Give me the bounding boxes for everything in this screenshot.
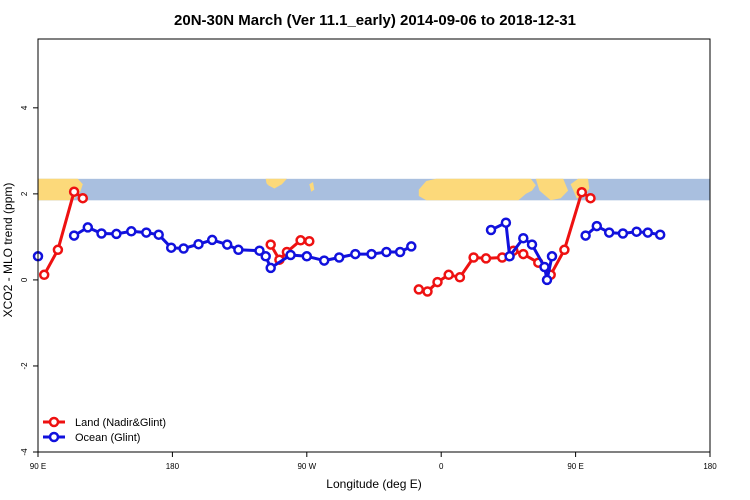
series-ocean-point-1-13	[254, 245, 265, 256]
y-tick-label-1: -2	[20, 362, 29, 370]
series-ocean-point-1-4	[126, 226, 137, 237]
x-axis-label: Longitude (deg E)	[326, 477, 421, 491]
series-ocean-point-1-14	[260, 251, 271, 262]
series-land-line-0	[42, 190, 84, 276]
legend-label-ocean: Ocean (Glint)	[75, 432, 140, 444]
series-ocean-point-1-7	[165, 242, 177, 253]
series-land	[38, 186, 596, 297]
series-ocean-point-2-5	[539, 261, 550, 273]
land-florida	[309, 182, 315, 192]
series-land-point-2-4	[454, 272, 466, 283]
series-ocean-point-1-2	[96, 228, 107, 239]
series-land-point-1-0	[265, 239, 276, 250]
series-ocean-point-2-4	[526, 239, 538, 250]
x-tick-label-4: 90 E	[567, 462, 583, 471]
series-land-point-2-13	[576, 186, 588, 198]
y-tick-label-2: 0	[20, 277, 29, 282]
legend: Land (Nadir&Glint) Ocean (Glint)	[43, 416, 166, 444]
legend-item-land: Land (Nadir&Glint)	[43, 416, 166, 429]
series-ocean-point-1-21	[366, 248, 377, 260]
series-land-point-2-2	[432, 276, 443, 288]
series-ocean-point-1-15	[265, 262, 276, 274]
series-ocean-point-1-17	[301, 251, 313, 262]
plot-frame	[37, 38, 711, 453]
series-land-point-1-3	[295, 235, 306, 246]
land-africa	[418, 178, 536, 201]
x-tick-label-3: 0	[439, 462, 444, 471]
series-land-point-2-9	[518, 248, 529, 260]
series-ocean-point-2-3	[518, 232, 529, 244]
series-ocean-point-1-6	[153, 229, 164, 240]
series-land-point-0-3	[77, 192, 89, 204]
y-tick-label-3: 2	[20, 191, 29, 196]
map-band-ocean	[38, 178, 710, 201]
y-axis-label: XCO2 - MLO trend (ppm)	[1, 183, 15, 318]
series-land-point-0-0	[38, 269, 50, 281]
series-ocean-point-3-0	[580, 230, 591, 241]
series-ocean-point-1-0	[68, 230, 80, 241]
series-ocean	[32, 217, 666, 286]
series-ocean-point-1-9	[193, 238, 204, 250]
series-ocean-point-1-23	[394, 246, 406, 258]
series-ocean-point-2-0	[485, 224, 497, 236]
series-ocean-point-3-4	[631, 226, 642, 237]
series-ocean-point-2-2	[504, 251, 515, 262]
x-tick-label-1: 180	[166, 462, 180, 471]
series-land-point-2-6	[480, 253, 492, 264]
series-ocean-point-1-8	[178, 243, 189, 254]
series-ocean-point-3-6	[654, 229, 666, 240]
y-tick-label-0: -4	[20, 448, 29, 456]
land-baja	[265, 178, 270, 186]
series-ocean-point-3-2	[603, 227, 615, 238]
series-ocean-point-3-1	[591, 220, 603, 232]
series-ocean-point-1-11	[221, 239, 233, 250]
series-land-point-0-2	[68, 186, 80, 197]
series-ocean-point-2-1	[500, 217, 512, 228]
series-ocean-point-2-7	[546, 251, 558, 262]
x-tick-label-2: 90 W	[297, 462, 316, 471]
series-ocean-point-1-1	[82, 222, 94, 233]
legend-marker-ocean	[48, 431, 60, 443]
series-land-point-0-1	[52, 244, 64, 256]
series-ocean-point-1-3	[111, 228, 122, 240]
series-ocean-point-3-5	[642, 227, 654, 238]
series-land-point-1-4	[304, 235, 315, 247]
x-tick-label-0: 90 E	[30, 462, 46, 471]
land-arabia	[535, 178, 569, 201]
series-ocean-point-1-20	[350, 248, 361, 260]
series-land-point-2-14	[585, 192, 596, 204]
series-land-point-2-1	[422, 286, 433, 297]
series-ocean-point-1-22	[381, 246, 392, 258]
legend-item-ocean: Ocean (Glint)	[43, 431, 140, 444]
series-land-point-2-3	[443, 269, 454, 281]
series-ocean-point-1-24	[406, 241, 417, 252]
series-ocean-point-1-16	[285, 249, 296, 261]
series-land-point-2-0	[413, 284, 425, 295]
legend-marker-land	[48, 416, 60, 428]
map-band	[38, 178, 710, 201]
chart-title: 20N-30N March (Ver 11.1_early) 2014-09-0…	[174, 12, 576, 29]
series-land-point-2-5	[468, 252, 479, 263]
series-ocean-point-1-10	[206, 234, 218, 246]
x-tick-label-5: 180	[703, 462, 717, 471]
series-ocean-point-1-18	[318, 255, 330, 266]
series-ocean-point-1-12	[233, 244, 244, 256]
series-ocean-point-2-6	[541, 274, 553, 286]
series-land-point-2-12	[559, 244, 570, 256]
land-north-america	[268, 178, 287, 189]
series-ocean-point-1-5	[141, 227, 152, 238]
y-tick-label-4: 4	[20, 105, 29, 110]
legend-label-land: Land (Nadir&Glint)	[75, 417, 166, 429]
series-ocean-point-1-19	[333, 252, 345, 263]
series-ocean-point-3-3	[617, 228, 629, 239]
